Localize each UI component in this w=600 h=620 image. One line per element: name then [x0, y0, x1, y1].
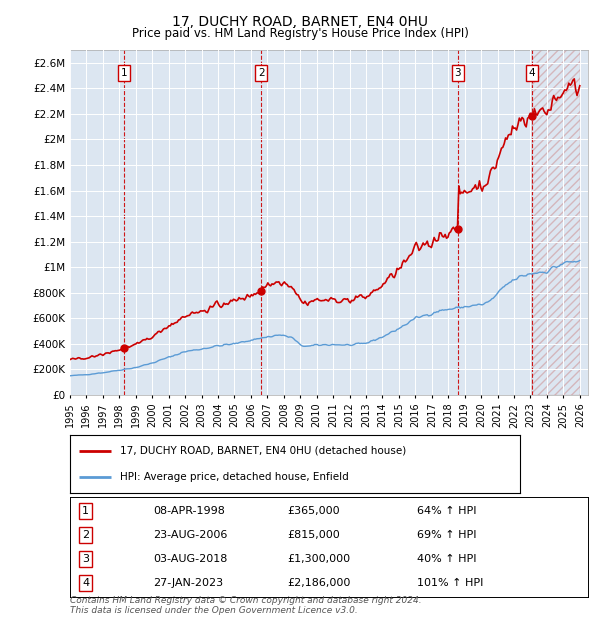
Text: 03-AUG-2018: 03-AUG-2018 — [153, 554, 227, 564]
Text: 4: 4 — [528, 68, 535, 78]
Text: 69% ↑ HPI: 69% ↑ HPI — [417, 530, 476, 540]
Text: 3: 3 — [455, 68, 461, 78]
Text: Contains HM Land Registry data © Crown copyright and database right 2024.
This d: Contains HM Land Registry data © Crown c… — [70, 596, 422, 615]
Text: 101% ↑ HPI: 101% ↑ HPI — [417, 578, 484, 588]
Text: 3: 3 — [82, 554, 89, 564]
Text: 17, DUCHY ROAD, BARNET, EN4 0HU (detached house): 17, DUCHY ROAD, BARNET, EN4 0HU (detache… — [119, 446, 406, 456]
Text: 17, DUCHY ROAD, BARNET, EN4 0HU: 17, DUCHY ROAD, BARNET, EN4 0HU — [172, 16, 428, 30]
Text: £815,000: £815,000 — [287, 530, 340, 540]
Text: £2,186,000: £2,186,000 — [287, 578, 351, 588]
Text: HPI: Average price, detached house, Enfield: HPI: Average price, detached house, Enfi… — [119, 472, 348, 482]
Text: 2: 2 — [82, 530, 89, 540]
Text: 23-AUG-2006: 23-AUG-2006 — [153, 530, 227, 540]
Text: 4: 4 — [82, 578, 89, 588]
Text: £365,000: £365,000 — [287, 506, 340, 516]
Text: 40% ↑ HPI: 40% ↑ HPI — [417, 554, 476, 564]
Text: 2: 2 — [258, 68, 265, 78]
Text: £1,300,000: £1,300,000 — [287, 554, 350, 564]
Text: 1: 1 — [121, 68, 127, 78]
Text: 27-JAN-2023: 27-JAN-2023 — [153, 578, 223, 588]
Text: 1: 1 — [82, 506, 89, 516]
Text: Price paid vs. HM Land Registry's House Price Index (HPI): Price paid vs. HM Land Registry's House … — [131, 27, 469, 40]
Text: 64% ↑ HPI: 64% ↑ HPI — [417, 506, 476, 516]
Text: 08-APR-1998: 08-APR-1998 — [153, 506, 225, 516]
